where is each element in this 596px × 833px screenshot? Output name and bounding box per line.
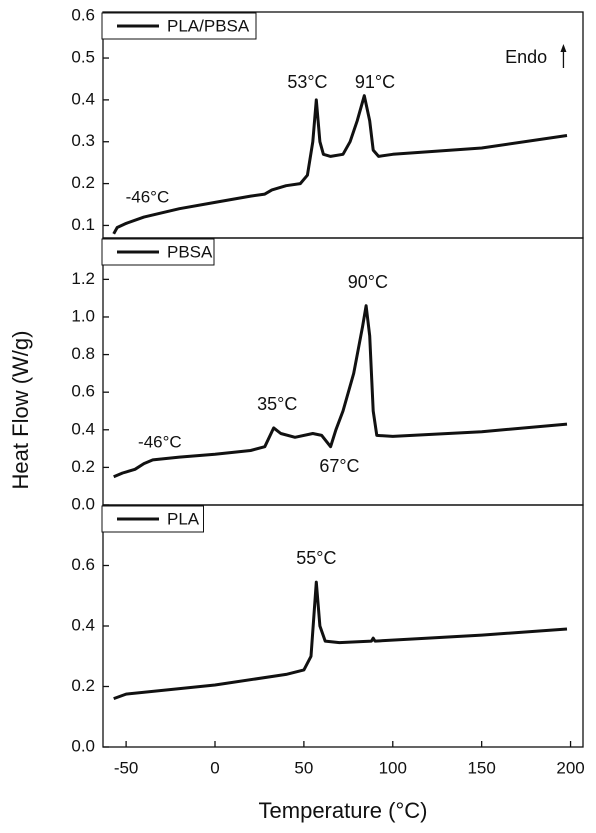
y-tick-label: 1.2: [71, 269, 95, 288]
x-tick-label: 150: [467, 758, 495, 777]
y-tick-label: 0.8: [71, 344, 95, 363]
x-tick-label: -50: [114, 758, 139, 777]
data-line: [113, 580, 568, 701]
data-line: [113, 304, 568, 479]
y-tick-label: 0.4: [71, 419, 95, 438]
annotation: 90°C: [348, 272, 388, 292]
y-tick-label: 0.6: [71, 382, 95, 401]
x-tick-label: 200: [556, 758, 584, 777]
plot-frame: [102, 504, 584, 748]
data-line: [112, 94, 568, 235]
annotation: Endo: [505, 47, 547, 67]
y-tick-label: 0.3: [71, 131, 95, 150]
x-axis-label: Temperature (°C): [259, 798, 428, 823]
legend-label: PLA/PBSA: [167, 16, 250, 35]
y-tick-label: 0.4: [71, 615, 95, 634]
y-tick-label: 0.4: [71, 89, 95, 108]
y-tick-label: 0.5: [71, 48, 95, 67]
annotation: -46°C: [138, 432, 182, 451]
annotation: 53°C: [287, 72, 327, 92]
y-tick-label: 0.1: [71, 215, 95, 234]
y-tick-label: 1.0: [71, 306, 95, 325]
y-tick-label: 0.6: [71, 6, 95, 25]
x-tick-label: 0: [210, 758, 219, 777]
y-tick-label: 0.0: [71, 736, 95, 755]
annotation: 55°C: [296, 548, 336, 568]
annotation: 91°C: [355, 72, 395, 92]
x-tick-label: 100: [379, 758, 407, 777]
endo-arrowhead: [560, 44, 567, 52]
legend-label: PLA: [167, 509, 200, 528]
y-tick-label: 0.2: [71, 676, 95, 695]
y-tick-label: 0.0: [71, 494, 95, 513]
annotation: 67°C: [319, 456, 359, 476]
x-tick-label: 50: [294, 758, 313, 777]
y-tick-label: 0.2: [71, 457, 95, 476]
annotation: 35°C: [257, 394, 297, 414]
y-tick-label: 0.6: [71, 555, 95, 574]
legend-label: PBSA: [167, 242, 213, 261]
annotation: -46°C: [126, 188, 170, 207]
y-tick-label: 0.2: [71, 173, 95, 192]
y-axis-label: Heat Flow (W/g): [8, 331, 33, 490]
